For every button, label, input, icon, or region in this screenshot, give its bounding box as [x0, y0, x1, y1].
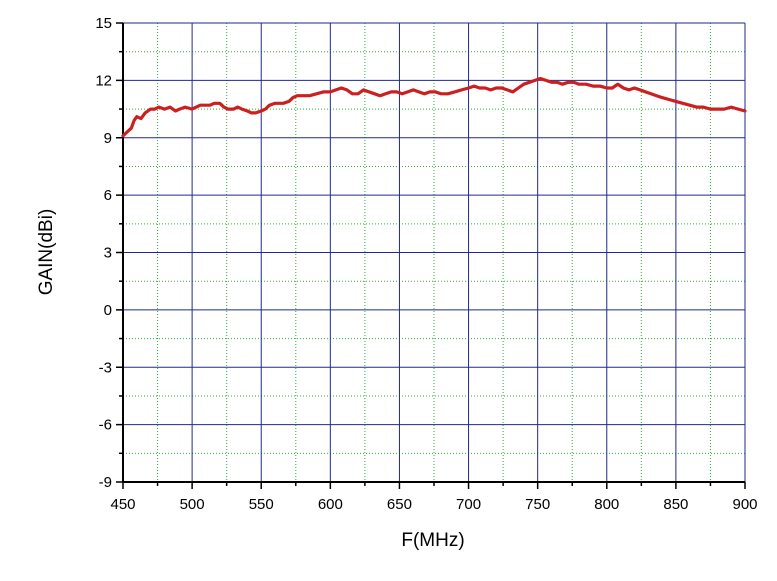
y-tick-label: -3: [99, 359, 112, 376]
x-tick-label: 850: [663, 496, 688, 513]
x-tick-label: 750: [525, 496, 550, 513]
y-axis-title: GAIN(dBi): [36, 209, 57, 296]
x-tick-label: 450: [110, 496, 135, 513]
y-tick-label: 15: [95, 15, 112, 32]
x-tick-label: 800: [594, 496, 619, 513]
ticks: [116, 22, 746, 489]
x-tick-label: 600: [318, 496, 343, 513]
y-tick-label: 9: [104, 130, 112, 147]
tick-labels: 450 500 550 600 650 700 750 800 850 900 -9 -6 -3 0 3 6 9…: [95, 15, 757, 513]
y-tick-label: 3: [104, 245, 112, 262]
y-tick-label: -9: [99, 474, 112, 491]
y-tick-label: 12: [95, 72, 112, 89]
series-line-0: [121, 76, 747, 138]
x-tick-label: 550: [249, 496, 274, 513]
y-tick-label: 0: [104, 302, 112, 319]
series-layer: [121, 76, 747, 138]
x-tick-label: 900: [732, 496, 757, 513]
x-axis-title: F(MHz): [401, 530, 464, 551]
x-tick-label: 500: [180, 496, 205, 513]
x-tick-label: 700: [456, 496, 481, 513]
y-tick-label: -6: [99, 417, 112, 434]
y-tick-label: 6: [104, 187, 112, 204]
x-tick-label: 650: [387, 496, 412, 513]
